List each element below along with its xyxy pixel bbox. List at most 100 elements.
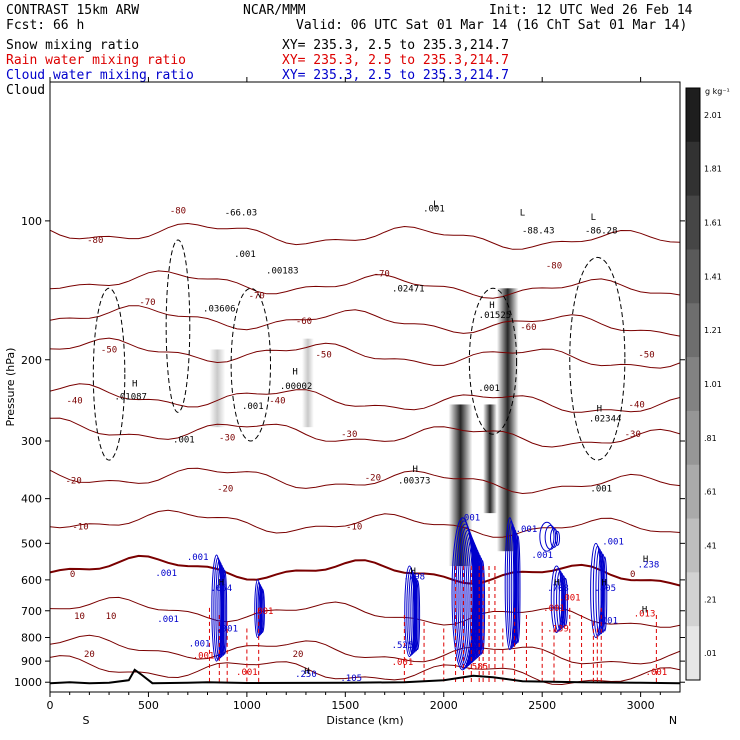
field-xy: XY= 235.3, 2.5 to 235.3,214.7: [282, 68, 509, 83]
cloud-water-contour: [471, 546, 481, 660]
cloud-water-contours: [211, 517, 608, 671]
colorbar-label: .41: [704, 541, 717, 550]
temperature-label: -10: [346, 523, 362, 533]
temperature-label: -20: [365, 474, 381, 484]
temperature-label: -50: [316, 351, 332, 361]
y-tick-label: 500: [21, 537, 42, 550]
temperature-label: -40: [629, 400, 645, 410]
field-name: Cloud water mixing ratio: [6, 68, 194, 83]
cloud-water-contour: [598, 551, 605, 635]
north-label: N: [669, 714, 677, 727]
value-label: .001: [173, 436, 195, 446]
cloud-water-contour: [506, 520, 516, 649]
value-label: .001: [242, 402, 264, 412]
colorbar-label: .01: [704, 649, 717, 658]
cloud-water-contour: [510, 526, 518, 647]
terrain-profile: [50, 668, 680, 685]
cloud-water-contour: [512, 529, 518, 646]
cloud-water-contour: [515, 535, 521, 643]
low-marker: L: [433, 200, 438, 210]
value-label: .805: [594, 584, 616, 594]
temperature-label: -20: [217, 484, 233, 494]
colorbar-label: .61: [704, 488, 717, 497]
value-label: -86.28: [585, 227, 618, 237]
temperature-contour: [50, 509, 680, 538]
cloud-water-contour: [539, 521, 555, 552]
header: CONTRAST 15km ARW NCAR/MMM Init: 12 UTC …: [6, 3, 693, 98]
colorbar-swatch: [686, 195, 700, 250]
colorbar-label: 1.41: [704, 272, 722, 281]
cloud-water-contour: [406, 568, 416, 656]
value-label: .585: [466, 663, 488, 673]
y-tick-label: 600: [21, 574, 42, 587]
value-label: .001: [252, 607, 274, 617]
temperature-label: 10: [74, 612, 85, 622]
temperature-label: -40: [66, 396, 82, 406]
x-tick-label: 0: [47, 699, 54, 712]
temperature-label: 20: [84, 650, 95, 660]
colorbar-swatch: [686, 518, 700, 573]
init-time: Init: 12 UTC Wed 26 Feb 14: [489, 3, 693, 18]
value-label: .001: [234, 250, 256, 260]
cloud-water-contour: [561, 575, 567, 628]
field-name: Rain water mixing ratio: [6, 53, 186, 68]
cloud-water-contour: [410, 572, 417, 654]
y-tick-label: 800: [21, 632, 42, 645]
x-axis: 0 500 1000 1500 2000 2500 3000: [47, 77, 661, 712]
cloud-water-contour: [219, 564, 225, 658]
value-label: .00183: [266, 266, 299, 276]
x-tick-label: 1000: [233, 699, 261, 712]
value-label: -88.43: [522, 227, 555, 237]
low-marker: L: [591, 213, 596, 223]
snow-contour: [165, 239, 191, 413]
temperature-contour: [50, 222, 680, 250]
value-label: .01525: [479, 311, 512, 321]
colorbar-label: .81: [704, 434, 717, 443]
field-xy: XY= 235.3, 2.5 to 235.3,214.7: [282, 38, 509, 53]
colorbar-swatch: [686, 141, 700, 197]
y-axis-label: Pressure (hPa): [4, 348, 17, 427]
colorbar-swatch: [686, 572, 700, 627]
value-label: .001: [193, 651, 215, 661]
temperature-label: -80: [170, 207, 186, 217]
temperature-label: -40: [269, 396, 285, 406]
field-name: Snow mixing ratio: [6, 38, 139, 53]
colorbar-label: 2.01: [704, 111, 722, 120]
temperature-label: 0: [70, 570, 75, 580]
value-label: .001: [590, 484, 612, 494]
snow-contours: [92, 239, 626, 461]
temperature-label: -50: [101, 345, 117, 355]
value-label: .798: [403, 573, 425, 583]
snow-contour: [569, 256, 626, 461]
value-label: .001: [531, 551, 553, 561]
ice-plume: [483, 404, 497, 514]
x-axis-label: Distance (km): [326, 714, 403, 727]
cloud-water-contour: [467, 541, 480, 662]
x-tick-label: 2000: [430, 699, 458, 712]
value-label: .001: [157, 615, 179, 625]
temperature-label: -60: [296, 317, 312, 327]
colorbar-swatch: [686, 303, 700, 358]
cloud-water-contour: [220, 567, 226, 656]
cloud-water-contour: [480, 560, 486, 654]
y-tick-label: 700: [21, 605, 42, 618]
low-marker: L: [520, 209, 525, 219]
value-label: .001: [602, 537, 624, 547]
cloud-water-contour: [558, 572, 566, 630]
colorbar-swatch: [686, 88, 700, 143]
colorbar-label: 1.81: [704, 165, 722, 174]
value-label: .01087: [114, 392, 147, 402]
org-label: NCAR/MMM: [243, 3, 306, 18]
y-tick-label: 300: [21, 435, 42, 448]
high-marker: H: [412, 465, 417, 475]
cloud-water-contour: [549, 527, 559, 548]
high-marker: H: [597, 404, 602, 414]
cloud-water-contour: [475, 552, 482, 658]
snow-contour: [92, 287, 126, 461]
value-label: .001: [236, 668, 258, 678]
cloud-water-contour: [478, 557, 484, 655]
cloud-water-contour: [555, 530, 561, 546]
value-label: .001: [596, 617, 618, 627]
snow-contour: [230, 287, 271, 442]
